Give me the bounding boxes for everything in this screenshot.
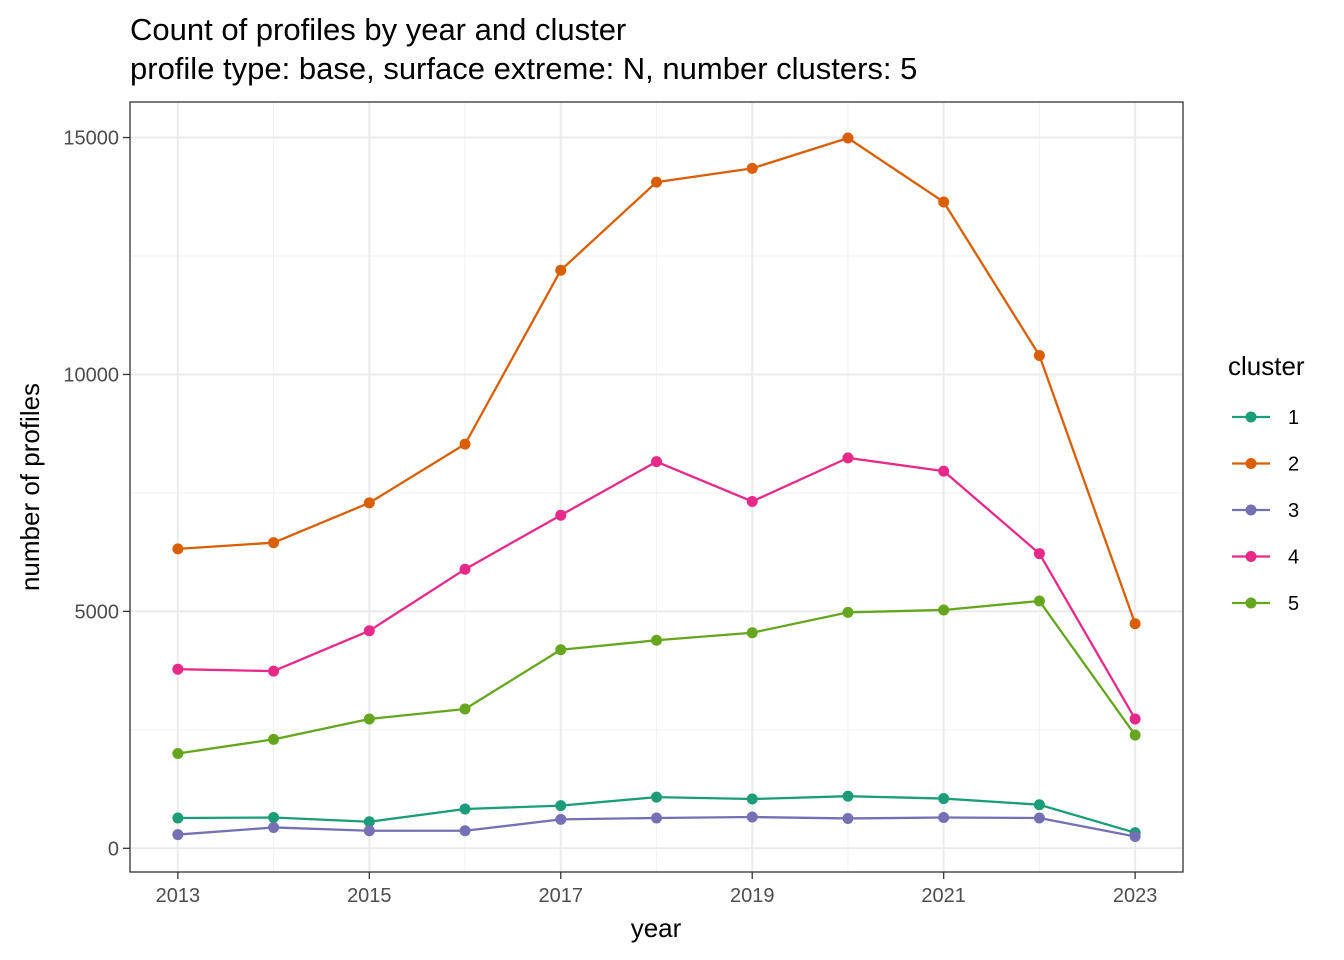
data-point [842, 132, 854, 144]
series-layer [172, 132, 1141, 842]
legend-label: 5 [1288, 593, 1299, 615]
data-point [1129, 618, 1141, 630]
legend-item-2: 2 [1232, 454, 1299, 476]
data-point [651, 812, 662, 824]
data-point [555, 644, 567, 656]
data-point [746, 162, 758, 174]
y-axis: 0 5000 10000 15000 [63, 128, 130, 860]
x-tick-label: 2023 [1113, 885, 1158, 907]
data-point [363, 816, 375, 828]
legend: cluster 1 2 3 4 5 [1228, 351, 1305, 615]
legend-label: 1 [1288, 407, 1299, 429]
chart-subtitle: profile type: base, surface extreme: N, … [130, 51, 917, 86]
x-axis: 2013 2015 2017 2019 2021 2023 [156, 872, 1158, 907]
data-point [938, 196, 950, 208]
x-tick-label: 2017 [539, 885, 584, 907]
data-point [842, 812, 854, 824]
legend-item-4: 4 [1232, 547, 1299, 569]
y-tick-label: 15000 [63, 128, 119, 150]
legend-key-point [1245, 458, 1257, 469]
legend-key-point [1245, 551, 1257, 562]
data-point [746, 811, 758, 823]
data-point [268, 812, 280, 824]
data-point [651, 791, 662, 803]
x-tick-label: 2019 [730, 885, 775, 907]
x-tick-label: 2013 [156, 885, 201, 907]
data-point [172, 748, 184, 760]
series-2 [172, 132, 1141, 630]
data-point [555, 509, 567, 521]
legend-item-1: 1 [1232, 407, 1299, 429]
chart-title: Count of profiles by year and cluster [130, 12, 626, 47]
x-tick-label: 2015 [347, 885, 392, 907]
y-tick-label: 0 [108, 838, 119, 860]
data-point [1129, 713, 1141, 725]
data-point [938, 465, 950, 477]
data-point [172, 812, 184, 824]
data-point [938, 812, 950, 824]
legend-label: 4 [1288, 547, 1299, 569]
data-point [268, 821, 280, 833]
data-point [363, 625, 375, 637]
data-point [1033, 595, 1045, 607]
legend-key-point [1245, 504, 1257, 516]
data-point [651, 176, 662, 188]
legend-key-point [1245, 597, 1257, 609]
data-point [268, 665, 280, 677]
data-point [172, 543, 184, 555]
x-axis-title: year [631, 913, 682, 943]
data-point [459, 438, 471, 450]
legend-item-3: 3 [1232, 500, 1299, 522]
data-point [268, 537, 280, 549]
data-point [172, 663, 184, 675]
data-point [363, 497, 375, 509]
data-point [842, 452, 854, 464]
data-point [938, 793, 950, 805]
data-point [842, 606, 854, 618]
data-point [459, 825, 471, 837]
x-tick-label: 2021 [921, 885, 966, 907]
data-point [746, 495, 758, 507]
y-tick-label: 5000 [75, 601, 120, 623]
series-3 [172, 811, 1141, 842]
series-4 [172, 452, 1141, 725]
data-point [172, 829, 184, 841]
data-point [842, 790, 854, 802]
data-point [459, 803, 471, 815]
data-point [1033, 548, 1045, 560]
data-point [1129, 830, 1141, 842]
data-point [651, 456, 662, 468]
data-point [555, 813, 567, 825]
legend-item-5: 5 [1232, 593, 1299, 615]
data-point [363, 713, 375, 725]
data-point [555, 264, 567, 276]
y-tick-label: 10000 [63, 364, 119, 386]
legend-title: cluster [1228, 351, 1305, 381]
data-point [1033, 350, 1045, 362]
grid-layer [130, 102, 1183, 872]
data-point [268, 733, 280, 745]
y-axis-title: number of profiles [15, 383, 45, 591]
plot-panel-border [129, 101, 1184, 873]
data-point [363, 825, 375, 837]
data-point [555, 800, 567, 812]
legend-label: 3 [1288, 500, 1299, 522]
data-point [1033, 799, 1045, 811]
data-point [1033, 812, 1045, 824]
legend-key-point [1245, 411, 1257, 423]
data-point [746, 793, 758, 805]
legend-label: 2 [1288, 454, 1299, 476]
data-point [1129, 729, 1141, 741]
data-point [651, 634, 662, 646]
data-point [459, 703, 471, 715]
data-point [746, 627, 758, 639]
data-point [938, 604, 950, 616]
data-point [459, 563, 471, 575]
series-5 [172, 595, 1141, 760]
series-1 [172, 790, 1141, 839]
